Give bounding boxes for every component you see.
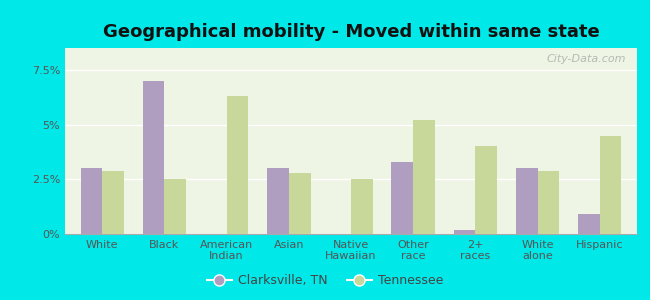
Bar bbox=[351, 179, 372, 234]
Title: Geographical mobility - Moved within same state: Geographical mobility - Moved within sam… bbox=[103, 23, 599, 41]
Text: City-Data.com: City-Data.com bbox=[546, 54, 625, 64]
Bar bbox=[164, 179, 187, 234]
Bar bbox=[267, 168, 289, 234]
Bar bbox=[454, 230, 475, 234]
Bar bbox=[413, 120, 435, 234]
Bar bbox=[600, 136, 621, 234]
Bar bbox=[81, 168, 102, 234]
Bar bbox=[289, 173, 311, 234]
Bar bbox=[515, 168, 538, 234]
Bar bbox=[538, 170, 559, 234]
Bar bbox=[102, 170, 124, 234]
Bar bbox=[143, 81, 164, 234]
Bar bbox=[475, 146, 497, 234]
Legend: Clarksville, TN, Tennessee: Clarksville, TN, Tennessee bbox=[203, 270, 447, 291]
Bar bbox=[578, 214, 600, 234]
Bar bbox=[391, 162, 413, 234]
Bar bbox=[227, 96, 248, 234]
